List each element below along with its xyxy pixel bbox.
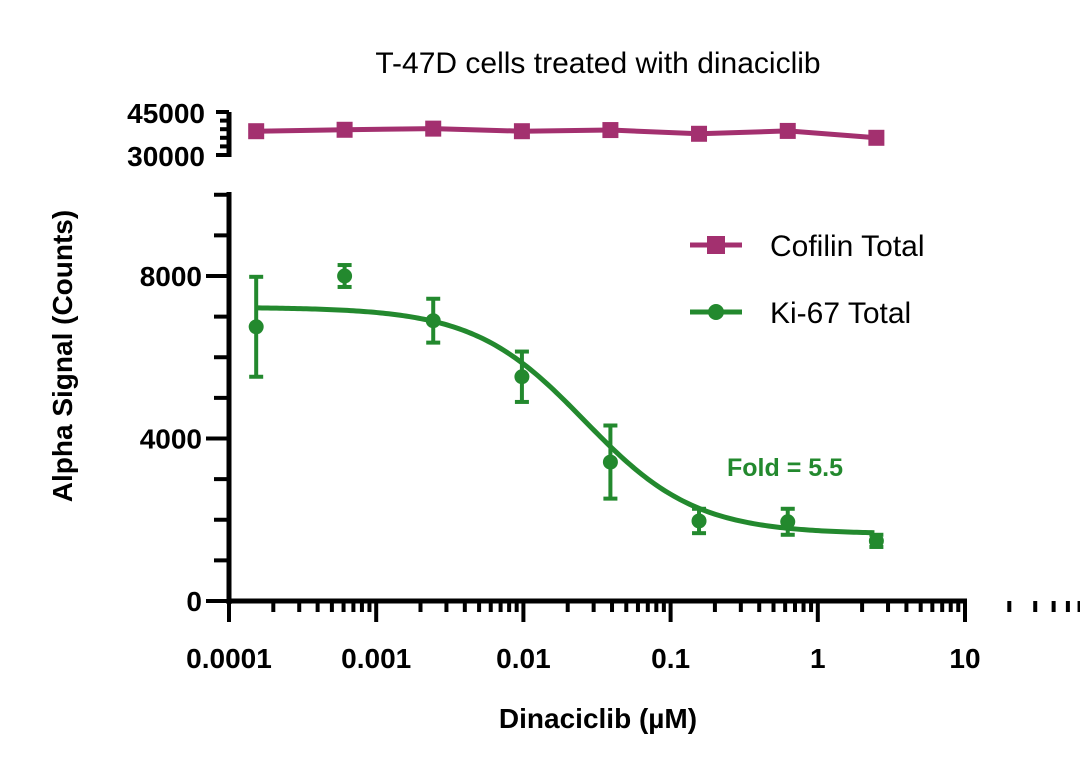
x-tick-label: 0.01 — [496, 643, 551, 674]
y-tick-label: 8000 — [140, 261, 202, 292]
cofilin-point — [336, 121, 353, 138]
ki67-point — [337, 268, 353, 284]
fold-annotation: Fold = 5.5 — [727, 454, 843, 482]
x-tick-label: 1 — [810, 643, 826, 674]
ki67-fit-curve — [256, 305, 875, 536]
cofilin-point — [248, 123, 265, 140]
cofilin-point — [779, 122, 796, 139]
cofilin-line — [256, 126, 877, 141]
x-tick-label: 10 — [949, 643, 980, 674]
legend-ki67-marker — [708, 304, 724, 320]
ki67-point — [425, 313, 441, 329]
legend-cofilin-marker — [707, 236, 725, 254]
cofilin-point — [602, 122, 619, 139]
ki67-point — [602, 454, 618, 470]
chart-title: T-47D cells treated with dinaciclib — [375, 47, 820, 80]
ki67-point — [248, 319, 264, 335]
y-upper-tick-label: 30000 — [127, 141, 205, 172]
y-tick-label: 4000 — [140, 424, 202, 455]
cofilin-point — [868, 129, 885, 146]
ki67-point — [691, 513, 707, 529]
y-upper-tick-label: 45000 — [127, 98, 205, 129]
y-tick-label: 0 — [186, 586, 202, 617]
legend-cofilin-label: Cofilin Total — [770, 230, 925, 263]
legend-ki67-label: Ki-67 Total — [770, 297, 911, 330]
ki67-point — [514, 369, 530, 385]
x-tick-label: 0.0001 — [186, 643, 272, 674]
plot-marks — [248, 120, 885, 549]
ki67-point — [868, 533, 884, 549]
x-tick-label: 0.001 — [341, 643, 411, 674]
ki67-point — [780, 514, 796, 530]
x-axis-title: Dinaciclib (µM) — [499, 703, 697, 734]
legend: Cofilin Total Ki-67 Total — [690, 230, 925, 330]
cofilin-point — [513, 123, 530, 140]
y-axis-title: Alpha Signal (Counts) — [47, 210, 78, 502]
axes: 0 4000 8000 30000 45000 0.0001 0.001 0.01 0.1 1 10 — [127, 98, 1080, 674]
x-tick-label: 0.1 — [651, 643, 690, 674]
cofilin-point — [425, 120, 442, 137]
cofilin-point — [691, 125, 708, 142]
